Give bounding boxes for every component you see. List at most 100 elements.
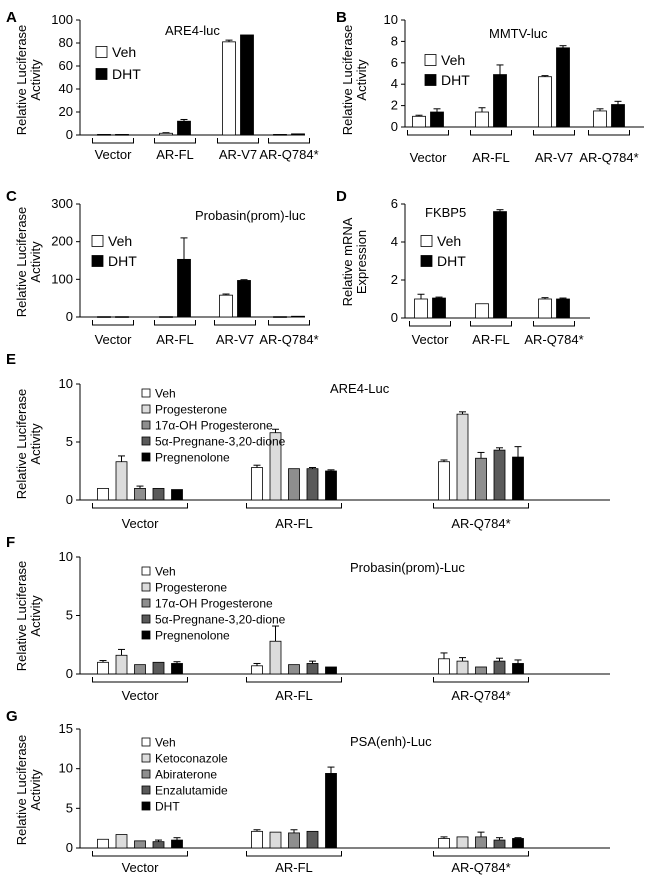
bar (456, 660, 469, 675)
y-axis-label-line: Activity (28, 59, 43, 101)
y-tick-label: 5 (66, 800, 73, 815)
bar (134, 840, 146, 849)
bar (493, 211, 507, 319)
panel-c: C 0 100 200 300 Relative LuciferaseActivity Pr… (6, 188, 319, 347)
legend-swatch (141, 737, 151, 747)
legend: Veh DHT (91, 233, 137, 269)
bar (288, 832, 300, 849)
legend: Veh Progesterone 17α-OH Progesterone 5α-Pre… (141, 386, 286, 464)
bar (414, 298, 428, 319)
category-bracket (533, 321, 575, 327)
y-tick-label: 100 (51, 271, 73, 286)
category-label: Vector (95, 332, 133, 347)
y-axis-label: Relative LuciferaseActivity (14, 389, 43, 500)
bar (97, 316, 111, 318)
bar (219, 294, 233, 318)
bar (288, 664, 300, 675)
bar (251, 830, 263, 849)
category-label: AR-V7 (535, 150, 573, 165)
legend-label: Pregnenolone (155, 628, 230, 642)
category-bracket (268, 138, 310, 144)
legend-swatch (141, 630, 151, 640)
bar (306, 663, 319, 675)
bar (291, 315, 305, 318)
bar (237, 280, 251, 318)
y-axis-label: Relative LuciferaseActivity (14, 561, 43, 672)
bar (493, 74, 507, 128)
y-axis-label-line: Expression (354, 230, 369, 294)
legend-swatch (95, 46, 108, 58)
y-tick-label: 200 (51, 234, 73, 249)
bar (152, 487, 165, 501)
panel-a: A 0 20 40 60 80 100 Relative LuciferaseActivity… (6, 9, 319, 162)
y-tick-label: 100 (51, 12, 73, 27)
panel-g: G 0 5 10 15 Relative LuciferaseActivity PSA(en… (6, 708, 610, 875)
y-tick-label: 4 (391, 234, 398, 249)
y-tick-label: 2 (391, 272, 398, 287)
y-tick-label: 60 (59, 58, 73, 73)
bar (269, 831, 282, 849)
bar (159, 316, 173, 318)
chart-title: Probasin(prom)-luc (195, 208, 306, 223)
bar (306, 468, 319, 501)
y-tick-label: 0 (391, 310, 398, 325)
legend-label: Veh (441, 52, 465, 68)
legend-swatch (141, 436, 151, 446)
category-bracket (470, 130, 512, 136)
bar (493, 839, 506, 849)
category-bracket (246, 851, 342, 857)
y-tick-label: 0 (66, 666, 73, 681)
category-label: Vector (122, 860, 160, 875)
bar (177, 120, 191, 136)
y-axis-label-line: Activity (28, 423, 43, 465)
legend: Veh DHT (95, 44, 141, 82)
y-axis-label: Relative mRNAExpression (340, 217, 369, 306)
bar (251, 467, 263, 501)
panel-label: E (6, 351, 16, 368)
legend-label: Pregnenolone (155, 450, 230, 464)
bar (97, 838, 109, 849)
y-axis-label-line: Relative Luciferase (340, 25, 355, 136)
y-axis-label-line: Relative Luciferase (14, 389, 29, 500)
legend-swatch (141, 420, 151, 430)
bar (556, 298, 570, 319)
category-label: AR-Q784* (451, 860, 510, 875)
category-label: AR-Q784* (259, 332, 318, 347)
legend-swatch (141, 388, 151, 398)
legend-swatch (420, 235, 433, 247)
category-bracket (433, 677, 529, 683)
legend-swatch (141, 566, 151, 576)
y-tick-label: 6 (391, 196, 398, 211)
y-tick-label: 15 (59, 721, 73, 736)
bar (438, 658, 450, 675)
bar (222, 41, 236, 136)
y-axis-label-line: Activity (28, 241, 43, 283)
bar (538, 76, 552, 128)
y-tick-label: 40 (59, 81, 73, 96)
category-label: AR-FL (156, 147, 194, 162)
bar (475, 111, 489, 128)
y-axis-label-line: Relative Luciferase (14, 207, 29, 318)
category-bracket (433, 503, 529, 509)
category-label: AR-FL (156, 332, 194, 347)
category-label: AR-Q784* (259, 147, 318, 162)
category-bracket (433, 851, 529, 857)
category-label: Vector (122, 516, 160, 531)
chart-title: ARE4-luc (165, 23, 220, 38)
bar (115, 834, 128, 849)
y-tick-label: 0 (66, 309, 73, 324)
y-tick-label: 10 (384, 12, 398, 27)
bar (115, 654, 128, 675)
bar (475, 836, 487, 849)
legend-label: Veh (108, 233, 132, 249)
y-axis-label-line: Activity (354, 59, 369, 101)
y-tick-label: 10 (59, 376, 73, 391)
legend-swatch (141, 769, 151, 779)
bar (273, 316, 287, 318)
legend-swatch (141, 753, 151, 763)
category-label: AR-V7 (216, 332, 254, 347)
y-axis-label-line: Relative Luciferase (14, 561, 29, 672)
bar (171, 839, 183, 849)
bar (134, 487, 146, 501)
bar (512, 663, 524, 675)
